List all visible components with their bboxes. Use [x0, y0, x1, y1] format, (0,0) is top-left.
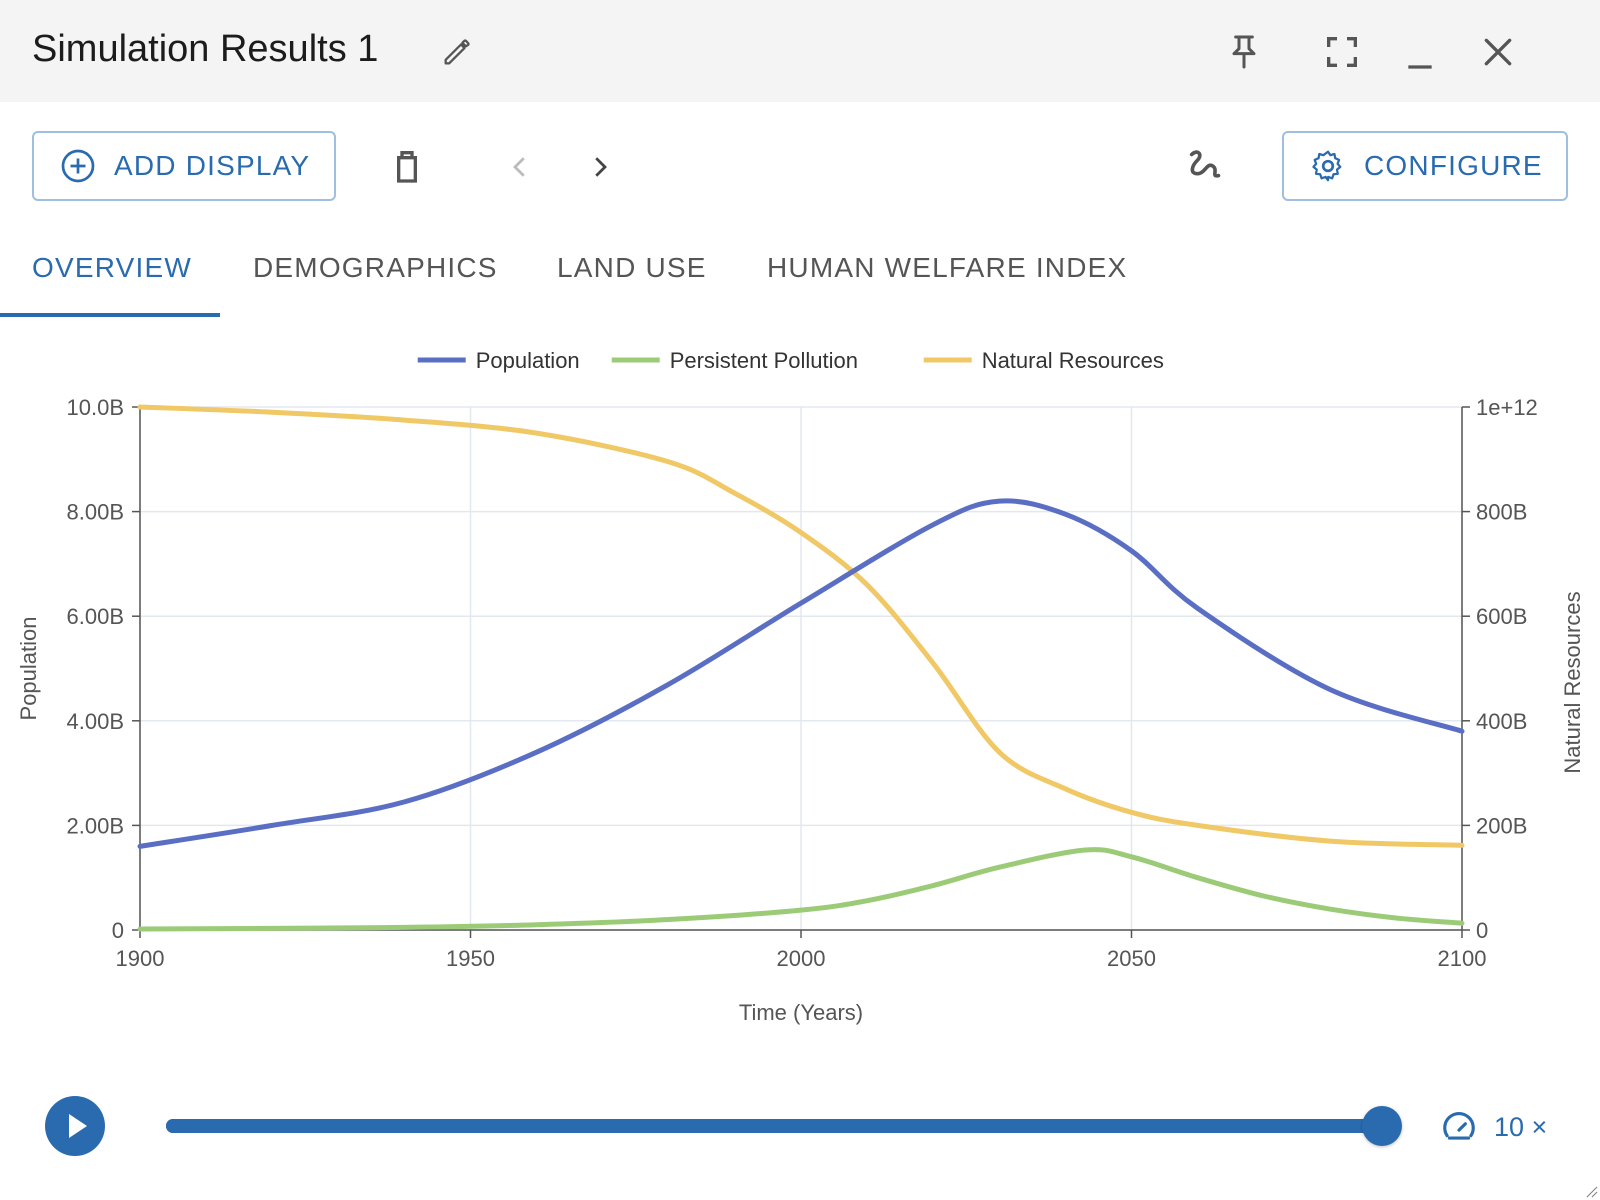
speed-control[interactable]: 10 ×	[1440, 1108, 1547, 1146]
timeline-slider-fill	[166, 1119, 1382, 1133]
configure-button[interactable]: CONFIGURE	[1282, 131, 1568, 201]
legend-label-persistent-pollution: Persistent Pollution	[670, 348, 858, 373]
play-button[interactable]	[45, 1096, 105, 1156]
pin-icon[interactable]	[1224, 32, 1264, 72]
x-tick-label: 2000	[777, 946, 826, 971]
active-tab-indicator	[0, 313, 220, 317]
tab-overview[interactable]: OVERVIEW	[32, 252, 193, 283]
y-tick-label: 2.00B	[67, 813, 125, 838]
y2-tick-label: 600B	[1476, 604, 1527, 629]
previous-chevron-icon[interactable]	[505, 150, 535, 184]
x-axis-title: Time (Years)	[739, 1000, 863, 1025]
legend-label-natural-resources: Natural Resources	[982, 348, 1164, 373]
tab-human-welfare-index[interactable]: HUMAN WELFARE INDEX	[767, 252, 1128, 283]
y-axis-title: Population	[16, 617, 41, 721]
timeline-slider-thumb[interactable]	[1362, 1106, 1402, 1146]
next-chevron-icon[interactable]	[585, 150, 615, 184]
x-tick-label: 2050	[1107, 946, 1156, 971]
y-tick-label: 10.0B	[67, 395, 125, 420]
x-tick-label: 1950	[446, 946, 495, 971]
legend-label-population: Population	[476, 348, 580, 373]
y2-tick-label: 1e+12	[1476, 395, 1538, 420]
add-display-label: ADD DISPLAY	[114, 150, 311, 181]
y2-axis-title: Natural Resources	[1560, 591, 1585, 773]
configure-label: CONFIGURE	[1364, 150, 1543, 181]
close-icon[interactable]	[1478, 32, 1518, 72]
y2-tick-label: 200B	[1476, 813, 1527, 838]
x-tick-label: 1900	[116, 946, 165, 971]
play-icon	[69, 1114, 87, 1138]
title-bar: Simulation Results 1	[0, 0, 1600, 102]
delete-icon[interactable]	[387, 146, 427, 186]
tab-demographics[interactable]: DEMOGRAPHICS	[253, 252, 498, 283]
y-tick-label: 0	[112, 918, 124, 943]
y-tick-label: 6.00B	[67, 604, 125, 629]
simulation-chart: 0 0 2.00B 200B 4.00B 400B 6.00B 600B 8.00B 800B 10…	[16, 348, 1585, 1025]
series-line-population	[137, 498, 1465, 849]
add-display-button[interactable]: ADD DISPLAY	[32, 131, 336, 201]
speedometer-icon	[1443, 1112, 1475, 1140]
series-line-persistent-pollution	[137, 847, 1465, 932]
speed-label: 10 ×	[1494, 1111, 1548, 1142]
resize-handle-icon[interactable]	[1582, 1182, 1598, 1198]
timeline-slider-track[interactable]	[166, 1119, 1382, 1133]
y2-tick-label: 400B	[1476, 709, 1527, 734]
y-tick-label: 8.00B	[67, 500, 125, 525]
draw-squiggle-icon[interactable]	[1184, 143, 1230, 189]
window-title: Simulation Results 1	[32, 28, 379, 70]
y-tick-label: 4.00B	[67, 709, 125, 734]
minimize-icon[interactable]	[1400, 32, 1440, 72]
add-circle-icon	[61, 149, 95, 183]
y2-tick-label: 800B	[1476, 500, 1527, 525]
gear-icon	[1312, 150, 1342, 182]
series-line-natural-resources	[137, 404, 1465, 848]
tab-land-use[interactable]: LAND USE	[557, 252, 707, 283]
y2-tick-label: 0	[1476, 918, 1488, 943]
fullscreen-icon[interactable]	[1322, 32, 1362, 72]
x-tick-label: 2100	[1438, 946, 1487, 971]
edit-title-icon[interactable]	[440, 35, 474, 69]
